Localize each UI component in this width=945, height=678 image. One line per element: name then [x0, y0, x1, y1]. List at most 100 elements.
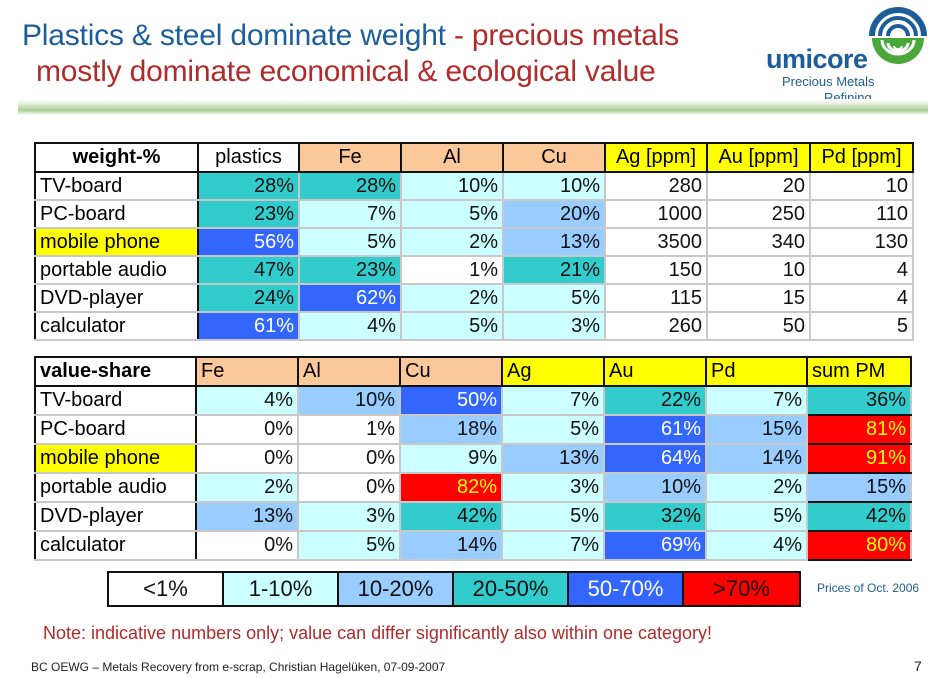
- umicore-swirl-logo-icon: [869, 7, 927, 64]
- weight-col-header: Ag [ppm]: [604, 143, 708, 173]
- table-cell: 5%: [502, 502, 605, 532]
- table-cell: 5: [810, 312, 914, 341]
- value-col-header: value-share: [35, 357, 197, 387]
- table-cell: 250: [707, 200, 811, 229]
- table-cell: 13%: [196, 502, 299, 532]
- table-cell: 15: [707, 284, 811, 313]
- table-row: PC-board 0% 1% 18% 5% 61% 15% 81%: [35, 415, 912, 445]
- table-cell: 13%: [502, 444, 605, 474]
- value-col-header: Fe: [196, 357, 299, 387]
- table-row: calculator 61% 4% 5% 3% 260 50 5: [35, 312, 914, 341]
- sum-pm-cell: 36%: [806, 386, 912, 416]
- sum-pm-cell: 80%: [806, 531, 912, 561]
- sum-pm-cell: 15%: [806, 473, 912, 503]
- table-cell: 10%: [604, 473, 707, 503]
- weight-col-header: weight-%: [35, 143, 199, 173]
- table-cell: 4: [810, 256, 914, 285]
- table-cell: 340: [707, 228, 811, 257]
- legend-item: 1-10%: [224, 573, 339, 605]
- row-label: PC-board: [35, 415, 197, 445]
- page-number: 7: [914, 658, 922, 674]
- row-label: calculator: [35, 312, 199, 341]
- table-row: portable audio 47% 23% 1% 21% 150 10 4: [35, 256, 914, 285]
- title-underline-bar: [18, 99, 928, 115]
- table-cell: 1%: [298, 415, 401, 445]
- weight-col-header: Au [ppm]: [707, 143, 811, 173]
- table-cell: 23%: [299, 256, 402, 285]
- table-cell: 24%: [198, 284, 300, 313]
- table-cell: 3%: [503, 312, 606, 341]
- table-row: TV-board 28% 28% 10% 10% 280 20 10: [35, 172, 914, 201]
- row-label: TV-board: [35, 172, 199, 201]
- value-col-header: Al: [298, 357, 401, 387]
- table-cell: 2%: [706, 473, 808, 503]
- table-cell: 3500: [604, 228, 708, 257]
- value-col-header: Au: [604, 357, 707, 387]
- weight-col-header: Fe: [299, 143, 402, 173]
- table-cell: 47%: [198, 256, 300, 285]
- value-col-header: Pd: [706, 357, 808, 387]
- table-cell: 260: [604, 312, 708, 341]
- table-cell: 14%: [400, 531, 503, 561]
- value-col-header: Cu: [400, 357, 503, 387]
- table-cell: 5%: [502, 415, 605, 445]
- weight-col-header: Cu: [503, 143, 606, 173]
- table-cell: 20: [707, 172, 811, 201]
- table-cell: 15%: [706, 415, 808, 445]
- value-col-header: Ag: [502, 357, 605, 387]
- table-cell: 62%: [299, 284, 402, 313]
- table-cell: 10%: [298, 386, 401, 416]
- row-label: portable audio: [35, 256, 199, 285]
- logo-subtitle-1: Precious Metals: [782, 74, 875, 89]
- table-cell: 64%: [604, 444, 707, 474]
- umicore-logo: umicore Precious Metals Refining: [760, 6, 940, 106]
- table-cell: 0%: [196, 415, 299, 445]
- table-cell: 10%: [401, 172, 504, 201]
- title-line-1: Plastics & steel dominate weight - preci…: [22, 18, 679, 54]
- table-cell: 280: [604, 172, 708, 201]
- legend-item: 10-20%: [339, 573, 454, 605]
- table-cell: 5%: [503, 284, 606, 313]
- table-cell: 115: [604, 284, 708, 313]
- table-row: DVD-player 24% 62% 2% 5% 115 15 4: [35, 284, 914, 313]
- table-row: PC-board 23% 7% 5% 20% 1000 250 110: [35, 200, 914, 229]
- table-cell: 10%: [503, 172, 606, 201]
- legend-item: 20-50%: [454, 573, 569, 605]
- table-cell: 3%: [502, 473, 605, 503]
- table-cell: 4%: [196, 386, 299, 416]
- weight-table: weight-% plastics Fe Al Cu Ag [ppm] Au [ppm] Pd…: [34, 142, 914, 341]
- value-share-table: value-share Fe Al Cu Ag Au Pd sum PM TV-board 4%…: [34, 356, 912, 561]
- title-blue-part: Plastics & steel dominate weight: [22, 19, 446, 52]
- table-cell: 5%: [298, 531, 401, 561]
- footer-text: BC OEWG – Metals Recovery from e-scrap, …: [31, 660, 446, 674]
- disclaimer-note: Note: indicative numbers only; value can…: [43, 623, 713, 643]
- table-cell: 10: [707, 256, 811, 285]
- title-red-part: - precious metals: [445, 19, 679, 52]
- table-cell: 7%: [502, 386, 605, 416]
- table-cell: 2%: [401, 284, 504, 313]
- row-label: TV-board: [35, 386, 197, 416]
- table-cell: 14%: [706, 444, 808, 474]
- table-cell: 50: [707, 312, 811, 341]
- table-cell: 5%: [299, 228, 402, 257]
- value-col-header: sum PM: [807, 357, 912, 387]
- sum-pm-cell: 91%: [806, 444, 912, 474]
- table-cell: 0%: [196, 444, 299, 474]
- table-cell: 42%: [400, 502, 503, 532]
- table-cell: 10: [810, 172, 914, 201]
- table-cell: 0%: [298, 444, 401, 474]
- table-cell: 32%: [604, 502, 707, 532]
- legend-item: 50-70%: [569, 573, 684, 605]
- table-cell: 56%: [198, 228, 300, 257]
- table-cell: 82%: [400, 473, 503, 503]
- table-cell: 20%: [503, 200, 606, 229]
- table-row: calculator 0% 5% 14% 7% 69% 4% 80%: [35, 531, 912, 561]
- table-cell: 4%: [706, 531, 808, 561]
- title-line-2: mostly dominate economical & ecological …: [36, 55, 656, 88]
- table-cell: 1000: [604, 200, 708, 229]
- table-cell: 9%: [400, 444, 503, 474]
- table-row: mobile phone 56% 5% 2% 13% 3500 340 130: [35, 228, 914, 257]
- table-cell: 3%: [298, 502, 401, 532]
- weight-col-header: plastics: [198, 143, 300, 173]
- table-cell: 5%: [401, 200, 504, 229]
